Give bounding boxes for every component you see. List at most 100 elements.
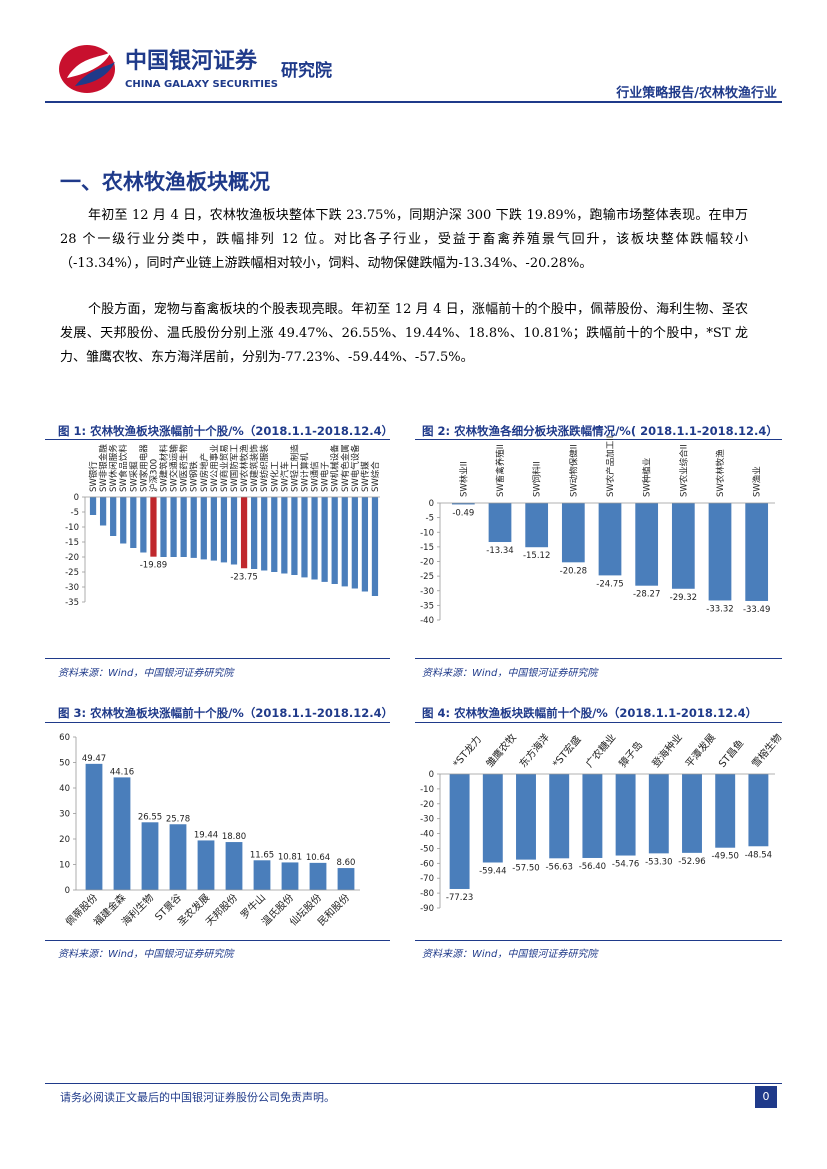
y-tick-label: -90 — [420, 904, 434, 914]
logo: 中国银河证券 CHINA GALAXY SECURITIES 研究院 — [59, 45, 332, 93]
value-label: 19.44 — [194, 830, 218, 840]
value-label: -56.40 — [579, 862, 606, 872]
source-rule — [45, 940, 390, 941]
x-tick-label: SW食品饮料 — [118, 444, 129, 492]
y-tick-label: -80 — [420, 889, 434, 899]
value-label: -52.96 — [678, 857, 705, 867]
bar — [89, 497, 97, 515]
logo-cn: 中国银河证券 — [125, 48, 258, 74]
value-label: 11.65 — [250, 850, 274, 860]
x-tick-label: SW农林牧渔 — [715, 449, 726, 497]
value-label: -49.50 — [711, 852, 738, 862]
x-tick-label: 广农糖业 — [583, 731, 619, 770]
x-tick-label: SW饲料II — [532, 461, 543, 497]
bar — [200, 497, 207, 560]
bar — [361, 497, 369, 592]
value-label: -19.89 — [140, 561, 167, 571]
value-label: -28.27 — [633, 590, 660, 600]
bar — [488, 503, 512, 543]
bar — [197, 840, 215, 890]
value-label: -53.30 — [645, 857, 672, 867]
value-label: -57.50 — [512, 864, 539, 874]
bar — [210, 497, 217, 561]
bar — [230, 497, 238, 565]
caption-rule — [45, 722, 390, 723]
bar — [582, 774, 603, 858]
bar — [140, 497, 147, 553]
figure-caption: 图 2: 农林牧渔各细分板块涨跌幅情况/%( 2018.1.1-2018.12.… — [422, 424, 778, 438]
value-label: -48.54 — [745, 850, 772, 860]
x-tick-label: SW农产品加工II — [605, 436, 616, 497]
x-tick-label: 雏鹰农牧 — [483, 731, 519, 770]
x-tick-label: SW建筑材料 — [159, 444, 170, 492]
bar — [225, 842, 243, 890]
bar — [220, 497, 228, 563]
x-tick-label: SW交通运输 — [169, 444, 180, 492]
value-label: -15.12 — [523, 551, 550, 561]
institute: 研究院 — [281, 60, 332, 81]
bar — [110, 497, 117, 536]
x-tick-label: SW渔业 — [752, 466, 763, 497]
bar — [271, 497, 278, 572]
bar — [99, 497, 107, 526]
bar — [748, 774, 769, 847]
bar — [561, 503, 585, 563]
x-tick-label: 登海种业 — [649, 731, 685, 770]
figure-source: 资料来源：Wind，中国银河证券研究院 — [422, 949, 598, 960]
header-rule — [45, 101, 782, 103]
y-tick-label: -25 — [65, 568, 79, 578]
bar — [449, 774, 470, 889]
y-tick-label: -5 — [71, 508, 79, 518]
y-tick-label: -30 — [420, 815, 434, 825]
value-label: 10.81 — [278, 852, 302, 862]
value-label: -13.34 — [486, 546, 513, 556]
y-tick-label: -30 — [65, 583, 79, 593]
bar — [190, 497, 197, 558]
y-tick-label: 50 — [59, 759, 70, 769]
bar — [281, 497, 288, 574]
bar — [341, 497, 348, 587]
bar — [251, 497, 258, 569]
y-tick-label: -25 — [420, 572, 434, 582]
y-tick-label: 0 — [74, 493, 79, 503]
x-tick-label: SW化工 — [269, 461, 280, 492]
x-tick-label: SW商业贸易 — [219, 444, 230, 492]
bar — [516, 774, 536, 860]
bar — [671, 503, 695, 589]
logo-swoosh — [75, 62, 115, 86]
bar — [708, 503, 732, 601]
y-tick-label: 30 — [59, 810, 70, 820]
x-tick-label: 平潭发展 — [682, 731, 718, 770]
x-tick-label: SW种植业 — [642, 458, 653, 497]
value-label: 26.55 — [138, 812, 162, 822]
bar — [549, 774, 570, 859]
x-tick-label: SW银行 — [88, 461, 99, 492]
value-label: 25.78 — [166, 814, 190, 824]
x-tick-label: SW汽车 — [279, 461, 290, 492]
x-tick-label: SW综合 — [370, 461, 381, 492]
value-label: -29.32 — [670, 593, 697, 603]
value-label: -23.75 — [230, 572, 257, 582]
y-tick-label: 0 — [429, 770, 434, 780]
y-tick-label: -35 — [65, 598, 79, 608]
footer-rule — [45, 1083, 782, 1084]
section-title: 一、农林牧渔板块概况 — [60, 170, 270, 194]
value-label: 8.60 — [337, 858, 356, 868]
bar — [180, 497, 187, 557]
value-label: -54.76 — [612, 860, 639, 870]
bar — [482, 774, 503, 863]
x-tick-label: SW公用事业 — [209, 444, 220, 492]
x-tick-label: ST昌鱼 — [716, 737, 747, 770]
y-tick-label: 10 — [59, 861, 70, 871]
y-tick-label: -15 — [420, 543, 434, 553]
paragraph: 个股方面，宠物与畜禽板块的个股表现亮眼。年初至 12 月 4 日，涨幅前十的个股… — [60, 302, 748, 365]
source-rule — [45, 658, 390, 659]
y-tick-label: -40 — [420, 616, 434, 626]
bar — [331, 497, 338, 584]
x-tick-label: 沪深300 — [148, 459, 159, 492]
y-tick-label: -10 — [420, 528, 434, 538]
bar — [113, 777, 131, 890]
bar — [291, 497, 298, 575]
value-label: -24.75 — [596, 579, 623, 589]
